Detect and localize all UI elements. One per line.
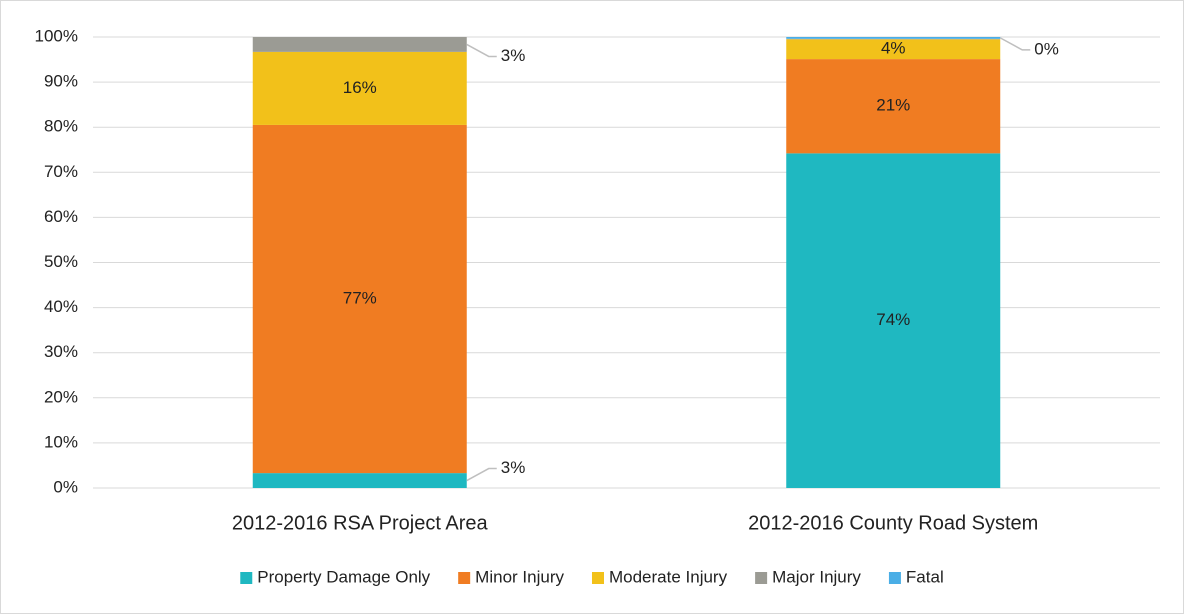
bar-segment [252,51,467,125]
y-tick-label: 30% [44,342,78,361]
legend-label: Fatal [906,567,944,586]
y-tick-label: 20% [44,387,78,406]
leader-line [999,37,1031,51]
data-label: 4% [881,39,906,58]
legend-swatch [888,572,901,584]
y-tick-label: 0% [53,477,78,496]
legend-swatch [591,572,604,584]
y-tick-label: 80% [44,117,78,136]
bar-segment [252,124,467,474]
legend-label: Major Injury [772,567,861,586]
legend-swatch [755,572,768,584]
leader-line [466,467,497,482]
data-label: 21% [876,96,910,115]
legend-label: Minor Injury [475,567,564,586]
data-label: 0% [1034,39,1059,58]
y-tick-label: 40% [44,297,78,316]
legend-swatch [240,572,253,584]
data-label: 3% [501,46,526,65]
bar-segment [786,153,1001,488]
bar-segment [252,473,467,488]
legend-label: Moderate Injury [609,567,728,586]
y-tick-label: 10% [44,432,78,451]
bar-segment [252,37,467,52]
leader-line [466,43,497,58]
data-label: 16% [343,78,377,97]
x-tick-label: 2012-2016 County Road System [748,512,1038,534]
x-tick-label: 2012-2016 RSA Project Area [232,512,489,534]
y-tick-label: 90% [44,72,78,91]
legend-label: Property Damage Only [257,567,430,586]
data-label: 77% [343,289,377,308]
legend-swatch [458,572,471,584]
bar-segment [786,37,1001,39]
y-tick-label: 60% [44,207,78,226]
bar-segment [786,39,1001,60]
y-tick-label: 50% [44,252,78,271]
data-label: 74% [876,310,910,329]
y-tick-label: 100% [35,26,78,45]
y-tick-label: 70% [44,162,78,181]
data-label: 3% [501,458,526,477]
bar-segment [786,59,1001,154]
